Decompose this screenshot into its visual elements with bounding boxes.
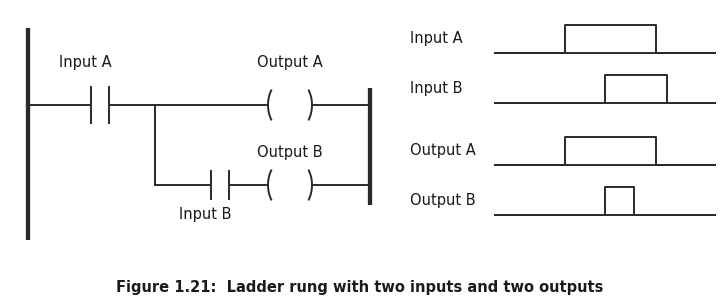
Text: Output B: Output B: [257, 145, 323, 159]
Text: Input A: Input A: [59, 55, 112, 69]
Text: Figure 1.21:  Ladder rung with two inputs and two outputs: Figure 1.21: Ladder rung with two inputs…: [117, 280, 603, 295]
Text: Output B: Output B: [410, 194, 476, 208]
Text: Input A: Input A: [410, 32, 463, 46]
Text: Input B: Input B: [410, 82, 462, 96]
Text: Input B: Input B: [179, 208, 231, 222]
Text: Output A: Output A: [410, 144, 476, 158]
Text: Output A: Output A: [257, 55, 323, 69]
